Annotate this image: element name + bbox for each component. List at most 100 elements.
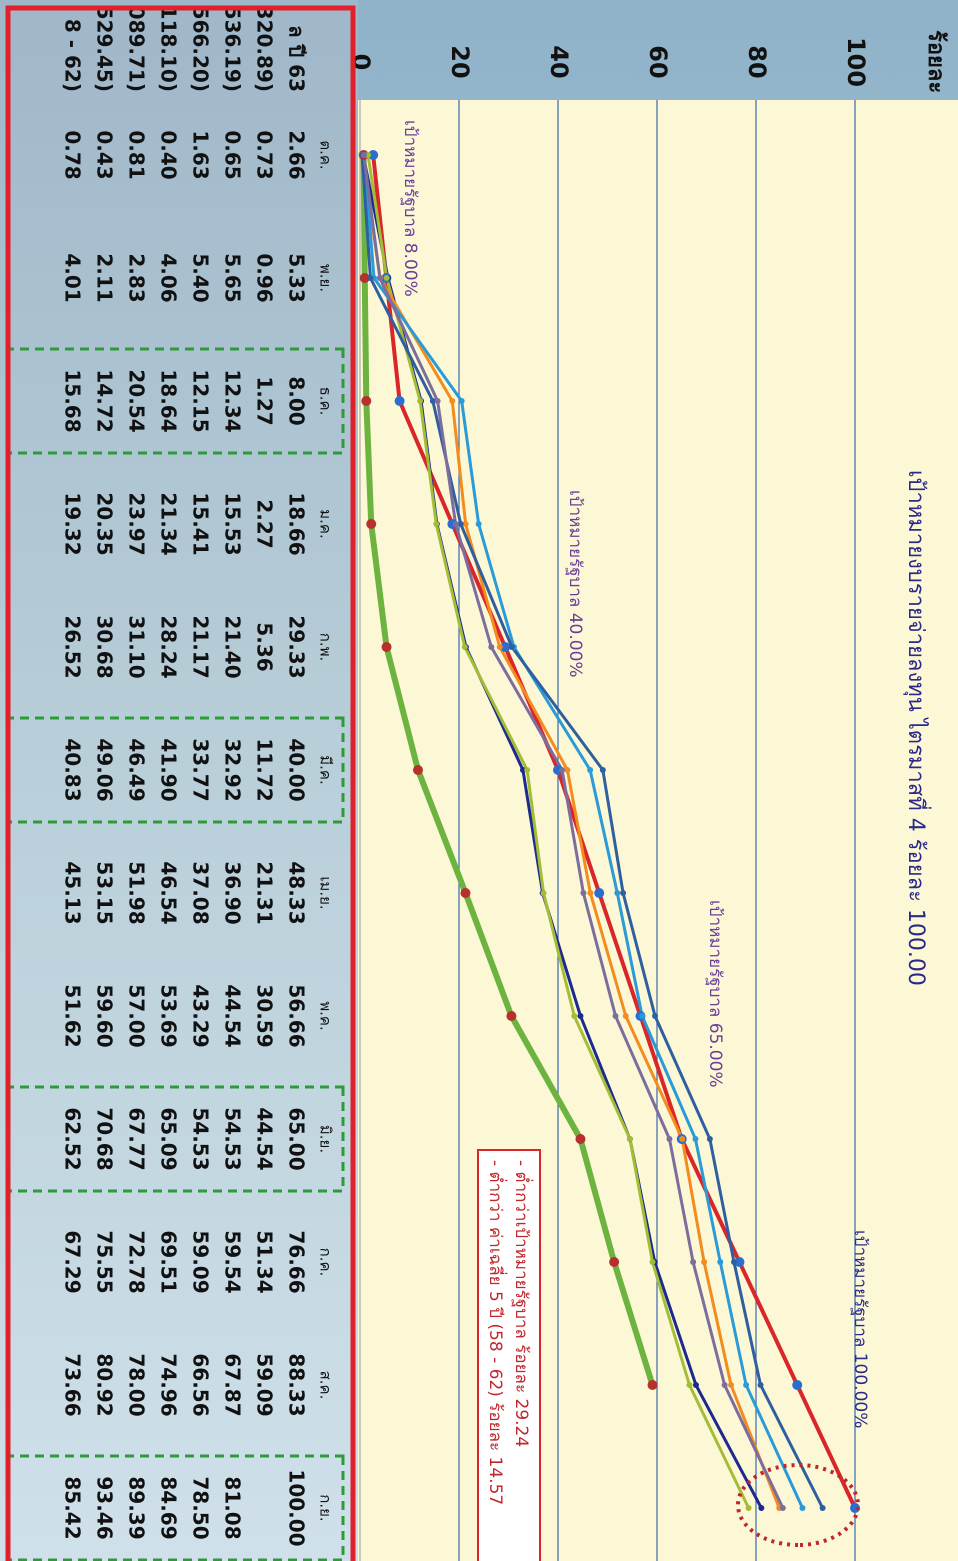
data-point <box>475 521 482 527</box>
column-header: ก.ย. <box>317 1494 335 1521</box>
column-header: เม.ย. <box>317 876 335 909</box>
table-cell: 56.66 <box>285 984 309 1047</box>
table-cell: 30.59 <box>253 984 277 1047</box>
table-cell: 18.66 <box>285 492 309 555</box>
table-cell: 5.40 <box>189 253 213 302</box>
table-cell: 40.00 <box>285 738 309 801</box>
table-cell: 2.83 <box>125 253 149 302</box>
table-cell: 100.00 <box>285 1469 309 1546</box>
table-cell: 54.53 <box>221 1107 245 1170</box>
table-cell: 19.32 <box>61 492 85 555</box>
y-tick-label: 20 <box>446 45 474 78</box>
data-point <box>599 767 606 773</box>
table-cell: 21.34 <box>157 492 181 555</box>
data-point <box>368 150 379 160</box>
table-cell: 23.97 <box>125 492 149 555</box>
data-point <box>462 521 469 527</box>
table-cell: 48.33 <box>285 861 309 924</box>
table-cell: 15.41 <box>189 492 213 555</box>
data-point <box>679 1136 686 1142</box>
table-cell: 76.66 <box>285 1230 309 1293</box>
data-point <box>692 1136 699 1142</box>
lines <box>358 150 860 1513</box>
table-cell: 0.78 <box>61 130 85 179</box>
data-point <box>743 1382 750 1388</box>
data-point <box>717 1259 724 1265</box>
table-cell: 80.92 <box>93 1353 117 1416</box>
data-point <box>779 1505 786 1511</box>
table-cell: 88.33 <box>285 1353 309 1416</box>
row-label: ล ปี 63 <box>285 25 309 92</box>
table-cell: 45.13 <box>61 861 85 924</box>
table-cell: 75.55 <box>93 1230 117 1293</box>
row-label: 089.71) <box>125 6 149 92</box>
table-cell: 2.11 <box>93 253 117 302</box>
table-cell: 21.31 <box>253 861 277 924</box>
data-point <box>819 1505 826 1511</box>
table-cell: 4.06 <box>157 253 181 302</box>
table-cell: 12.34 <box>221 369 245 432</box>
data-point <box>452 521 459 527</box>
data-point <box>626 1136 633 1142</box>
data-point <box>730 1259 737 1265</box>
table-cell: 74.96 <box>157 1353 181 1416</box>
table-cell: 29.33 <box>285 615 309 678</box>
data-point <box>620 890 627 896</box>
table-cell: 62.52 <box>61 1107 85 1170</box>
data-point <box>367 275 374 281</box>
data-point <box>564 767 571 773</box>
data-point <box>460 888 471 898</box>
data-point <box>500 642 511 652</box>
table-cell: 37.08 <box>189 861 213 924</box>
table-cell: 51.98 <box>125 861 149 924</box>
row-label: 320.89) <box>253 6 277 92</box>
row-label: 118.10) <box>157 6 181 92</box>
annotation: เป้าหมายรัฐบาล 8.00% <box>400 120 420 297</box>
data-point <box>580 890 587 896</box>
data-point <box>614 890 621 896</box>
series-line <box>360 154 824 1509</box>
data-point <box>506 1011 517 1021</box>
data-point <box>361 396 372 406</box>
table-cell: 18.64 <box>157 369 181 432</box>
table-cell: 43.29 <box>189 984 213 1047</box>
data-point <box>587 767 594 773</box>
table-cell: 65.00 <box>285 1107 309 1170</box>
table-cell: 59.60 <box>93 984 117 1047</box>
data-point <box>792 1380 803 1390</box>
table-cell: 49.06 <box>93 738 117 801</box>
table-cell: 28.24 <box>157 615 181 678</box>
table-cell: 59.54 <box>221 1230 245 1293</box>
table-cell: 81.08 <box>221 1476 245 1539</box>
highlight-box <box>6 716 345 824</box>
data-point <box>508 644 515 650</box>
data-point <box>609 1257 620 1267</box>
series-line <box>362 154 785 1509</box>
data-point <box>577 1013 584 1019</box>
data-point <box>728 1382 735 1388</box>
data-point <box>666 1136 673 1142</box>
table-cell: 53.69 <box>157 984 181 1047</box>
table-cell: 57.00 <box>125 984 149 1047</box>
table-cell: 11.72 <box>253 738 277 801</box>
data-point <box>701 1259 708 1265</box>
data-point <box>686 1382 693 1388</box>
table-cell: 8.00 <box>285 376 309 425</box>
table-cell: 0.81 <box>125 130 149 179</box>
table-cell: 78.50 <box>189 1476 213 1539</box>
data-point <box>519 767 526 773</box>
table-cell: 46.49 <box>125 738 149 801</box>
data-point <box>359 273 370 283</box>
data-point <box>745 1505 752 1511</box>
table-cell: 0.65 <box>221 130 245 179</box>
table-cell: 26.52 <box>61 615 85 678</box>
table-cell: 0.40 <box>157 130 181 179</box>
column-header: ส.ค. <box>317 1371 335 1400</box>
data-point <box>721 1382 728 1388</box>
table-cell: 15.68 <box>61 369 85 432</box>
column-header: ธ.ค. <box>317 387 335 416</box>
column-header: ต.ค. <box>317 140 335 169</box>
data-point <box>647 1380 658 1390</box>
data-point <box>652 1013 659 1019</box>
data-point <box>692 1382 699 1388</box>
